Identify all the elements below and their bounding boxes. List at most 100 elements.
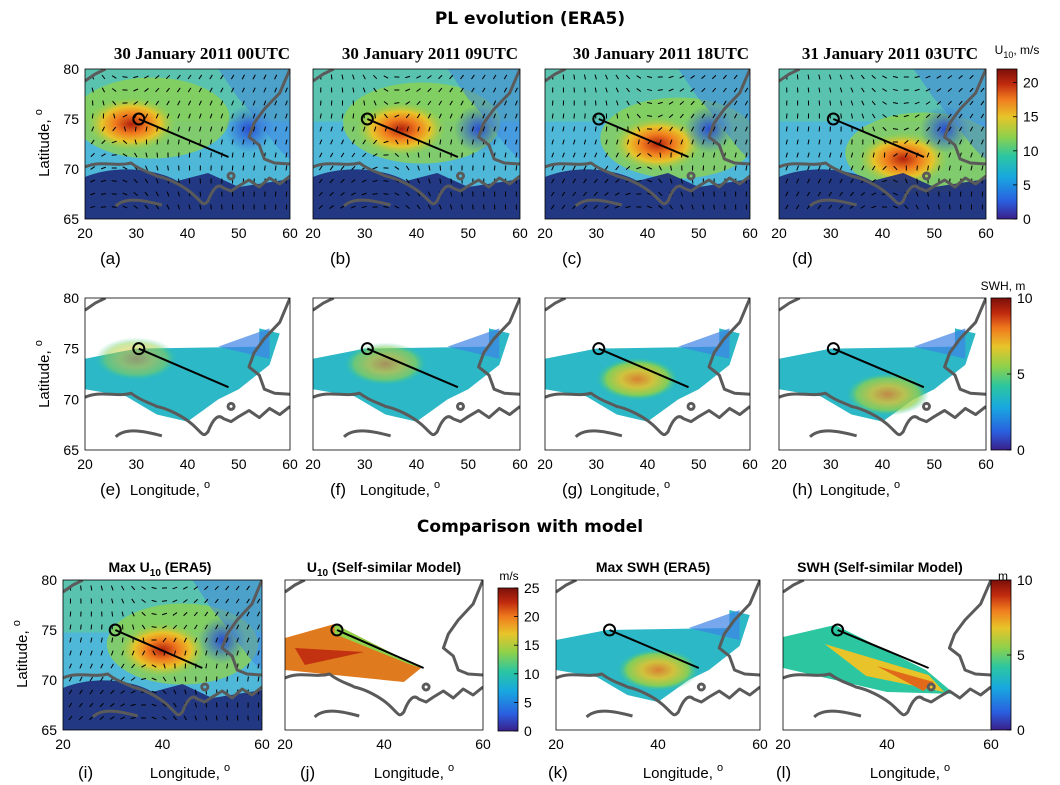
colorbar-tick-label: 0 xyxy=(1017,442,1025,458)
coastline xyxy=(556,580,760,719)
wind-vector xyxy=(329,191,334,197)
x-tick-label: 60 xyxy=(512,456,528,472)
wind-vectors xyxy=(550,74,749,210)
wind-vector xyxy=(461,204,464,210)
panel-g: 20 30 40 50 60 (g) Longitude, o xyxy=(537,297,758,499)
panel-b-title: 30 January 2011 09UTC xyxy=(342,44,518,63)
wind-vector xyxy=(176,87,181,93)
wind-vector xyxy=(745,139,748,145)
panel-letter: (j) xyxy=(300,763,315,782)
wind-vector xyxy=(199,152,202,158)
wind-vector xyxy=(958,87,963,93)
panel-b-frame xyxy=(312,68,521,220)
wind-vector xyxy=(796,191,800,197)
wind-vector xyxy=(744,100,749,106)
wind-vector xyxy=(166,204,170,210)
wind-vector xyxy=(383,206,389,208)
coast-novaya-zemlya xyxy=(477,298,520,396)
wind-vector xyxy=(807,126,810,132)
wind-vector xyxy=(383,193,389,195)
wind-vector xyxy=(131,650,135,656)
wind-vector xyxy=(504,100,507,106)
wind-vector xyxy=(914,101,920,105)
wind-vector xyxy=(712,74,717,80)
wind-vector xyxy=(471,126,475,132)
wind-vector xyxy=(151,626,157,628)
wind-vector xyxy=(829,152,832,158)
panel-i-frame xyxy=(62,579,263,731)
coastline xyxy=(313,69,520,208)
coast-novaya-zemlya xyxy=(943,298,986,396)
wind-vector xyxy=(319,152,323,158)
wind-vector xyxy=(427,204,432,210)
wind-vector xyxy=(702,191,705,197)
wind-vector xyxy=(872,152,875,158)
wind-vector xyxy=(796,74,799,80)
wind-vector xyxy=(970,139,973,145)
wind-vector xyxy=(818,139,821,145)
colorbar-tick-label: 15 xyxy=(1023,109,1039,125)
wind-vector xyxy=(892,115,898,117)
wind-vector xyxy=(235,598,240,604)
x-tick-label: 20 xyxy=(537,456,553,472)
wind-vector xyxy=(626,100,630,106)
wind-vector xyxy=(151,677,157,681)
wind-vector xyxy=(373,126,377,132)
panel-letter: (e) xyxy=(100,480,121,499)
coast-novaya-zemlya xyxy=(707,298,750,396)
wind-vector xyxy=(734,165,737,171)
wind-vector xyxy=(122,76,128,78)
wind-vector xyxy=(515,113,518,119)
x-tick-label: 40 xyxy=(875,225,891,241)
wind-vector xyxy=(177,113,181,119)
y-tick-label: 80 xyxy=(41,572,57,588)
wind-vector xyxy=(658,191,663,197)
wind-vector xyxy=(205,702,208,708)
wind-vector xyxy=(840,139,842,145)
wind-vector xyxy=(796,165,799,171)
wind-vector xyxy=(252,126,256,132)
wind-vector xyxy=(914,75,920,79)
colorbar-tick-label: 10 xyxy=(1023,143,1039,159)
wind-vector xyxy=(937,165,940,171)
wind-vector xyxy=(394,205,400,209)
wind-vector xyxy=(209,113,213,119)
wind-vector xyxy=(173,702,177,708)
wind-vector xyxy=(79,663,83,669)
wind-vector xyxy=(626,152,630,158)
coast-white-sea xyxy=(343,198,391,208)
wind-vector xyxy=(155,204,160,210)
wind-vector xyxy=(68,689,73,695)
wind-vector xyxy=(515,139,518,145)
wind-vector xyxy=(133,178,138,184)
x-tick-label: 30 xyxy=(357,456,373,472)
wind-vector xyxy=(340,178,345,184)
wind-vector xyxy=(405,205,410,209)
panel-letter: (f) xyxy=(330,480,346,499)
wind-vector xyxy=(252,87,256,93)
wind-vector xyxy=(351,152,356,158)
wind-vector xyxy=(340,205,345,209)
wind-vector xyxy=(904,178,908,184)
wind-vector xyxy=(144,191,149,197)
coast-kolguev xyxy=(226,171,236,181)
wind-vector xyxy=(69,637,72,643)
coast-kolguev xyxy=(455,401,465,411)
wind-vector xyxy=(151,599,157,603)
wind-vector xyxy=(257,637,260,643)
wind-vector xyxy=(112,100,117,106)
wind-vector xyxy=(970,165,973,171)
panel-i-title: Max U10 (ERA5) xyxy=(109,559,212,579)
wind-vector xyxy=(572,152,576,158)
wind-vector xyxy=(904,140,909,144)
wind-vector xyxy=(89,676,94,682)
wind-vector xyxy=(701,126,705,132)
coast-white-sea xyxy=(813,709,862,719)
wind-vector xyxy=(828,178,832,184)
wind-vector xyxy=(242,139,245,145)
wind-vector xyxy=(194,702,197,708)
wind-vector xyxy=(839,178,843,184)
x-tick-label: 30 xyxy=(128,225,144,241)
wind-vector xyxy=(722,87,727,93)
wind-vector xyxy=(593,178,598,184)
